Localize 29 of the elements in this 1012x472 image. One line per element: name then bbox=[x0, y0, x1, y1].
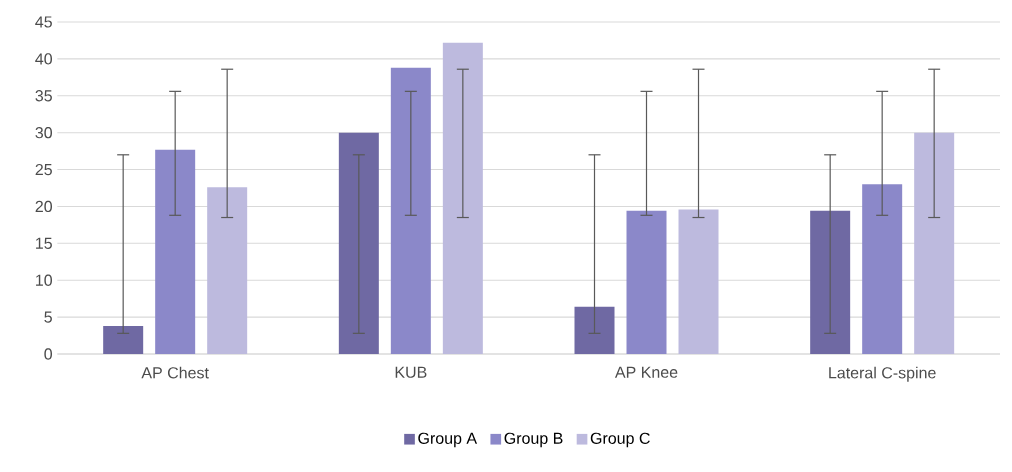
bar bbox=[442, 42, 483, 354]
bar bbox=[155, 149, 196, 354]
y-tick-label: 10 bbox=[36, 274, 53, 286]
y-tick-label: 35 bbox=[35, 90, 52, 102]
x-tick-label: AP Knee bbox=[614, 366, 678, 378]
legend-label: Group C bbox=[590, 432, 650, 448]
x-tick-label: KUB bbox=[395, 366, 427, 378]
legend-label: Group A bbox=[418, 432, 478, 448]
x-tick-label: AP Chest bbox=[141, 366, 209, 379]
y-tick-label: 0 bbox=[44, 348, 53, 360]
y-tick-label: 40 bbox=[35, 53, 53, 65]
bar bbox=[207, 187, 248, 354]
bar bbox=[914, 132, 955, 354]
y-tick-label: 25 bbox=[35, 163, 52, 176]
bar bbox=[338, 132, 379, 354]
x-tick-label: Lateral C-spine bbox=[829, 366, 936, 382]
bar bbox=[103, 325, 144, 354]
bar bbox=[862, 184, 903, 354]
y-tick-label: 30 bbox=[35, 127, 53, 139]
bar bbox=[390, 67, 431, 354]
bar bbox=[574, 306, 615, 354]
bar bbox=[678, 209, 719, 354]
bar bbox=[810, 210, 851, 354]
bar bbox=[626, 210, 667, 354]
y-tick-label: 15 bbox=[36, 237, 52, 249]
legend-label: Group B bbox=[504, 432, 563, 448]
y-tick-label: 5 bbox=[44, 311, 52, 323]
y-tick-label: 20 bbox=[35, 200, 53, 213]
y-tick-label: 45 bbox=[35, 16, 52, 28]
